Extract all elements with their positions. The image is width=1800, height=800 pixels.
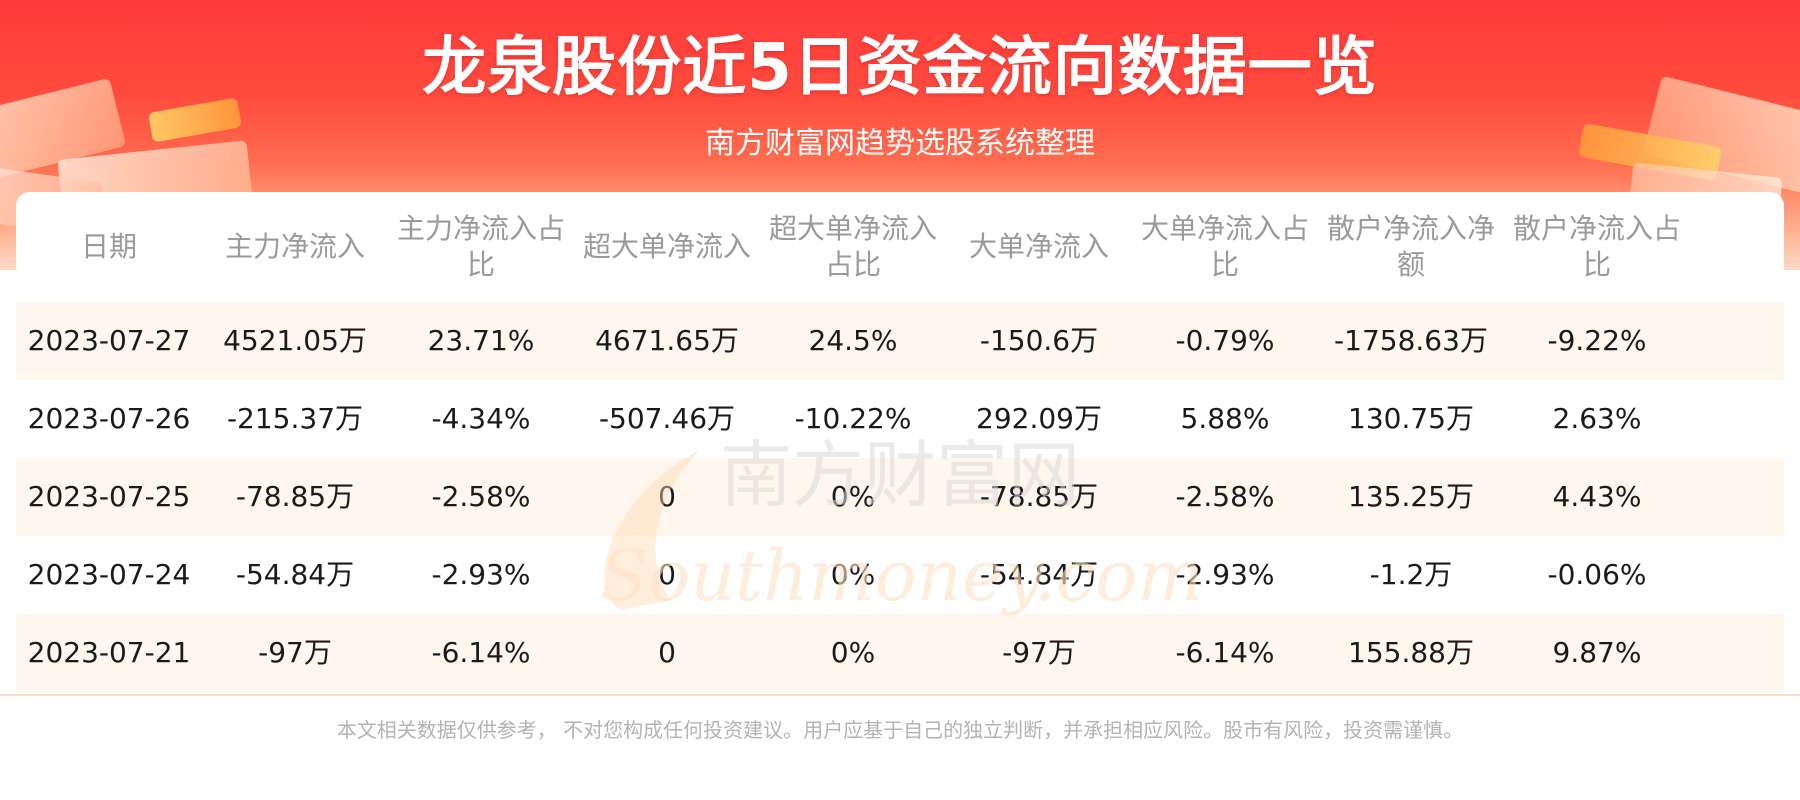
cell-large-inflow: -54.84万 bbox=[979, 558, 1099, 591]
table-row: 2023-07-26 -215.37万 -4.34% -507.46万 -10.… bbox=[16, 380, 1784, 458]
column-header-main-inflow: 主力净流入 bbox=[224, 230, 365, 263]
cell-retail-ratio: -0.06% bbox=[1547, 558, 1647, 591]
page-title: 龙泉股份近5日资金流向数据一览 bbox=[422, 31, 1378, 105]
cell-xl-ratio: 0% bbox=[830, 480, 876, 513]
cell-xl-inflow: 0 bbox=[658, 480, 676, 513]
cell-xl-inflow: 4671.65万 bbox=[595, 324, 739, 357]
cell-xl-inflow: 0 bbox=[658, 558, 676, 591]
cell-retail-inflow: 155.88万 bbox=[1348, 636, 1474, 669]
cell-xl-ratio: 24.5% bbox=[808, 324, 898, 357]
cell-retail-ratio: 4.43% bbox=[1552, 480, 1642, 513]
cell-main-inflow: -78.85万 bbox=[235, 480, 355, 513]
cell-large-ratio: 5.88% bbox=[1180, 402, 1270, 435]
cell-retail-inflow: 135.25万 bbox=[1348, 480, 1474, 513]
column-header-xl-inflow: 超大单净流入 bbox=[582, 230, 751, 263]
cell-large-inflow: -97万 bbox=[1002, 636, 1076, 669]
table-row: 2023-07-25 -78.85万 -2.58% 0 0% -78.85万 -… bbox=[16, 458, 1784, 536]
cell-date: 2023-07-27 bbox=[27, 324, 191, 357]
cell-main-ratio: -6.14% bbox=[431, 636, 531, 669]
cell-large-inflow: 292.09万 bbox=[976, 402, 1102, 435]
column-header-date: 日期 bbox=[80, 230, 137, 263]
cell-xl-ratio: -10.22% bbox=[794, 402, 912, 435]
footer-divider bbox=[0, 694, 1800, 696]
cell-main-ratio: -2.58% bbox=[431, 480, 531, 513]
cell-main-inflow: -54.84万 bbox=[235, 558, 355, 591]
cell-retail-ratio: 9.87% bbox=[1552, 636, 1642, 669]
cell-large-ratio: -2.58% bbox=[1175, 480, 1275, 513]
table-header-row: 日期 主力净流入 主力净流入占比 超大单净流入 超大单净流入占比 大单净流入 大… bbox=[16, 192, 1784, 302]
cell-large-ratio: -2.93% bbox=[1175, 558, 1275, 591]
column-header-xl-ratio: 超大单净流入占比 bbox=[768, 212, 937, 281]
cell-date: 2023-07-25 bbox=[27, 480, 191, 513]
cell-large-inflow: -78.85万 bbox=[979, 480, 1099, 513]
cell-main-inflow: -215.37万 bbox=[226, 402, 364, 435]
cell-retail-inflow: -1.2万 bbox=[1369, 558, 1453, 591]
column-header-large-ratio: 大单净流入占比 bbox=[1140, 212, 1309, 281]
cell-xl-ratio: 0% bbox=[830, 558, 876, 591]
cell-xl-ratio: 0% bbox=[830, 636, 876, 669]
table-row: 2023-07-21 -97万 -6.14% 0 0% -97万 -6.14% … bbox=[16, 614, 1784, 692]
cell-large-ratio: -6.14% bbox=[1175, 636, 1275, 669]
column-header-retail-inflow: 散户净流入净额 bbox=[1326, 212, 1495, 281]
cell-main-ratio: -4.34% bbox=[431, 402, 531, 435]
table-body: 2023-07-27 4521.05万 23.71% 4671.65万 24.5… bbox=[16, 302, 1784, 692]
column-header-retail-ratio: 散户净流入占比 bbox=[1512, 212, 1681, 281]
cell-date: 2023-07-26 bbox=[27, 402, 191, 435]
cell-main-ratio: 23.71% bbox=[427, 324, 535, 357]
cell-retail-inflow: -1758.63万 bbox=[1334, 324, 1488, 357]
data-table-card: 日期 主力净流入 主力净流入占比 超大单净流入 超大单净流入占比 大单净流入 大… bbox=[16, 192, 1784, 696]
cell-main-inflow: -97万 bbox=[258, 636, 332, 669]
cell-large-inflow: -150.6万 bbox=[979, 324, 1099, 357]
cell-date: 2023-07-21 bbox=[27, 636, 191, 669]
cell-date: 2023-07-24 bbox=[27, 558, 191, 591]
cell-main-inflow: 4521.05万 bbox=[223, 324, 367, 357]
cell-xl-inflow: 0 bbox=[658, 636, 676, 669]
cell-retail-ratio: 2.63% bbox=[1552, 402, 1642, 435]
table-row: 2023-07-27 4521.05万 23.71% 4671.65万 24.5… bbox=[16, 302, 1784, 380]
table-row: 2023-07-24 -54.84万 -2.93% 0 0% -54.84万 -… bbox=[16, 536, 1784, 614]
cell-large-ratio: -0.79% bbox=[1175, 324, 1275, 357]
cell-retail-inflow: 130.75万 bbox=[1348, 402, 1474, 435]
column-header-main-ratio: 主力净流入占比 bbox=[396, 212, 565, 281]
page-subtitle: 南方财富网趋势选股系统整理 bbox=[705, 126, 1095, 161]
cell-main-ratio: -2.93% bbox=[431, 558, 531, 591]
column-header-large-inflow: 大单净流入 bbox=[968, 230, 1109, 263]
disclaimer-text: 本文相关数据仅供参考， 不对您构成任何投资建议。用户应基于自己的独立判断，并承担… bbox=[336, 718, 1464, 742]
cell-xl-inflow: -507.46万 bbox=[598, 402, 736, 435]
cell-retail-ratio: -9.22% bbox=[1547, 324, 1647, 357]
